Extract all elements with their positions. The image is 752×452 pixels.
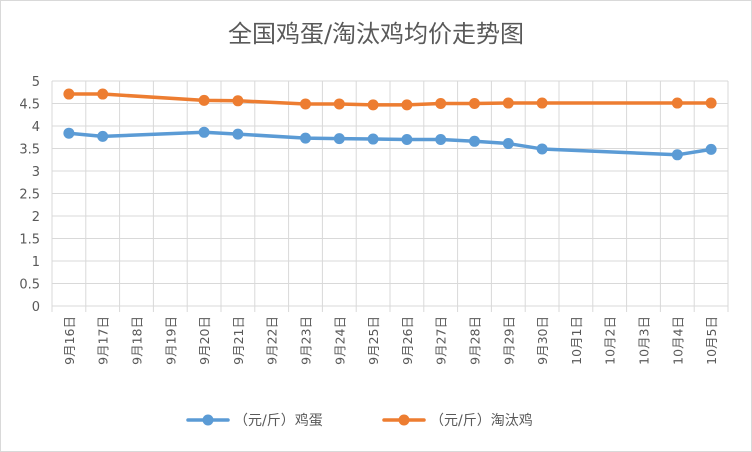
data-point — [333, 133, 345, 145]
x-tick-label: 9月19日 — [163, 316, 178, 365]
x-tick-label: 9月18日 — [130, 316, 145, 365]
x-tick-label: 10月2日 — [603, 316, 618, 365]
data-point — [63, 127, 75, 139]
y-tick-label: 4.5 — [19, 98, 40, 113]
data-point — [502, 97, 514, 109]
series-line-1 — [67, 130, 713, 157]
y-tick-label: 2 — [32, 210, 40, 225]
y-axis-ticks: 0 0.5 1 1.5 2 2.5 3 3.5 4 4.5 5 — [19, 75, 40, 315]
data-point — [63, 88, 75, 100]
data-point — [333, 98, 345, 110]
x-tick-label: 10月3日 — [637, 316, 652, 365]
y-tick-label: 2.5 — [19, 188, 40, 203]
x-tick-label: 10月1日 — [569, 316, 584, 365]
x-tick-label: 9月22日 — [265, 316, 280, 365]
data-point — [435, 134, 447, 145]
data-point — [401, 99, 413, 111]
legend-label: （元/斤）鸡蛋 — [234, 412, 323, 429]
x-tick-label: 10月4日 — [670, 316, 685, 365]
data-point — [671, 149, 683, 161]
data-point — [435, 98, 447, 109]
data-point — [671, 97, 683, 109]
data-point — [97, 130, 109, 142]
data-point — [97, 88, 109, 100]
data-point — [232, 128, 244, 140]
x-tick-label: 9月29日 — [501, 316, 516, 365]
data-point — [536, 143, 548, 155]
x-tick-label: 9月24日 — [332, 316, 347, 365]
chart-title: 全国鸡蛋/淘汰鸡均价走势图 — [227, 20, 525, 48]
data-point — [300, 98, 311, 110]
x-tick-label: 9月17日 — [96, 316, 111, 365]
x-tick-label: 9月25日 — [366, 316, 381, 365]
x-tick-label: 10月5日 — [704, 316, 719, 365]
x-tick-label: 9月28日 — [468, 316, 483, 365]
data-point — [705, 97, 717, 109]
x-tick-label: 9月23日 — [299, 316, 314, 365]
data-point — [502, 138, 514, 150]
series-lines — [63, 88, 717, 161]
y-tick-label: 5 — [32, 75, 40, 90]
x-axis-ticks: 9月16日 9月17日 9月18日 9月19日 9月20日 9月21日 9月22日 9月23日… — [62, 316, 719, 365]
data-point — [198, 94, 210, 106]
data-point — [469, 98, 480, 109]
legend-marker — [398, 414, 410, 426]
y-tick-label: 1.5 — [19, 233, 40, 248]
data-point — [198, 126, 210, 138]
y-tick-label: 1 — [32, 255, 40, 270]
y-tick-label: 0 — [32, 300, 40, 315]
data-point — [232, 95, 244, 107]
y-tick-label: 0.5 — [19, 278, 40, 293]
data-point — [300, 132, 311, 144]
x-tick-label: 9月21日 — [231, 316, 246, 365]
y-tick-label: 3.5 — [19, 143, 40, 158]
x-tick-label: 9月27日 — [434, 316, 449, 365]
data-point — [536, 97, 548, 109]
gridlines — [51, 80, 729, 312]
x-tick-label: 9月30日 — [535, 316, 550, 365]
legend-label: （元/斤）淘汰鸡 — [430, 412, 533, 429]
y-tick-label: 3 — [32, 165, 40, 180]
data-point — [705, 143, 717, 155]
x-tick-label: 9月26日 — [400, 316, 415, 365]
data-point — [469, 135, 480, 147]
legend-marker — [202, 414, 214, 426]
data-point — [367, 99, 379, 111]
legend: （元/斤）鸡蛋 （元/斤）淘汰鸡 — [186, 412, 533, 429]
data-point — [401, 134, 413, 145]
data-point — [367, 133, 379, 145]
x-tick-label: 9月20日 — [197, 316, 212, 365]
y-tick-label: 4 — [32, 120, 40, 135]
x-tick-label: 9月16日 — [62, 316, 77, 365]
series-line-2 — [67, 92, 713, 107]
